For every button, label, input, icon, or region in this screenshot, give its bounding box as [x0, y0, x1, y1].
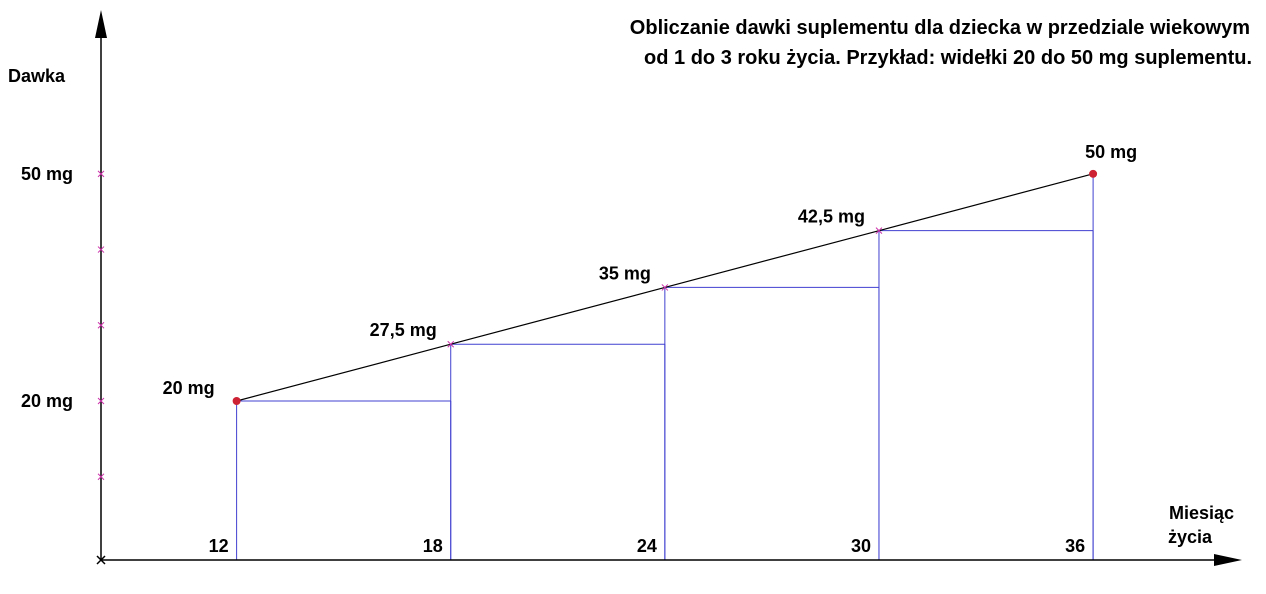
- endpoint-marker: [232, 397, 241, 405]
- y-minor-tick: [97, 246, 105, 253]
- data-label: 50 mg: [1085, 142, 1137, 162]
- endpoint-marker: [1089, 169, 1098, 178]
- data-label: 20 mg: [163, 378, 215, 398]
- x-tick-label: 12: [209, 536, 229, 556]
- x-tick-labels: 12 18 24 30 36: [209, 536, 1086, 556]
- point-marker: [661, 284, 669, 291]
- chart-title-line-1: Obliczanie dawki suplementu dla dziecka …: [630, 17, 1250, 39]
- x-axis-label-line-1: Miesiąc: [1169, 503, 1234, 523]
- y-tick-label: 50 mg: [21, 164, 73, 184]
- y-minor-tick: [97, 473, 105, 481]
- data-label: 42,5 mg: [798, 207, 865, 227]
- x-tick-label: 18: [423, 536, 443, 556]
- point-marker: [875, 227, 883, 234]
- point-marker: [447, 340, 455, 348]
- step-bars: [236, 173, 1094, 560]
- y-tick-label: 20 mg: [21, 391, 73, 411]
- x-tick-label: 24: [637, 536, 657, 556]
- y-minor-ticks: [97, 170, 105, 481]
- y-axis-label: Dawka: [8, 66, 66, 86]
- origin-marker: [96, 555, 106, 565]
- data-markers: [232, 169, 1098, 405]
- y-minor-tick: [97, 321, 105, 329]
- data-label: 27,5 mg: [370, 320, 437, 340]
- x-tick-label: 30: [851, 536, 871, 556]
- x-tick-label: 36: [1065, 536, 1085, 556]
- data-label: 35 mg: [599, 263, 651, 283]
- chart-title-line-2: od 1 do 3 roku życia. Przykład: widełki …: [644, 47, 1252, 69]
- axes: [95, 10, 1242, 566]
- y-minor-tick: [97, 170, 105, 178]
- y-minor-tick: [97, 397, 105, 405]
- x-axis-label-line-2: życia: [1168, 527, 1213, 547]
- y-axis-arrow: [95, 10, 107, 38]
- data-labels: 20 mg 27,5 mg 35 mg 42,5 mg 50 mg: [163, 142, 1138, 398]
- x-axis-arrow: [1214, 554, 1242, 566]
- y-tick-labels: 50 mg 20 mg: [21, 164, 73, 411]
